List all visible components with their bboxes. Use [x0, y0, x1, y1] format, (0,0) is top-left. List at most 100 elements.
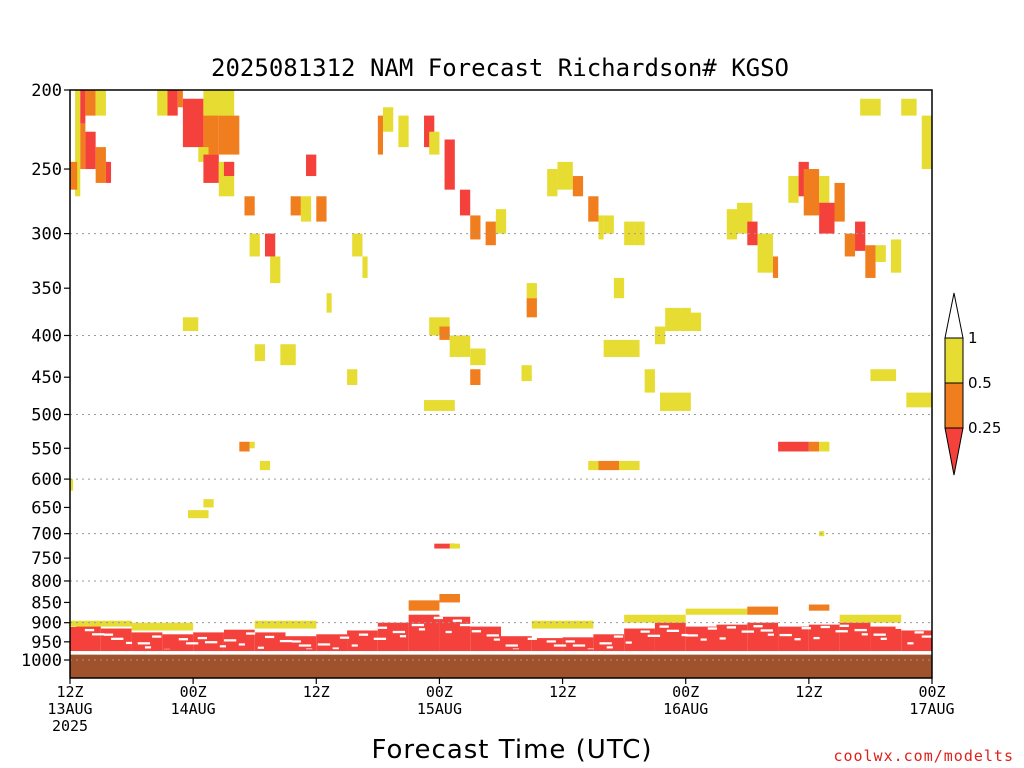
ri-cell: [347, 369, 358, 385]
surface-cell-gap: [418, 628, 426, 631]
ri-cell: [398, 115, 409, 148]
surface-cell-gap: [813, 636, 820, 640]
ri-cell: [80, 90, 86, 124]
ri-cell: [218, 115, 240, 155]
surface-cell-yellow: [254, 620, 317, 629]
x-tick-label: 00Z: [672, 683, 699, 701]
ri-cell: [290, 196, 301, 216]
surface-cell-gap: [553, 644, 567, 647]
ri-cell: [572, 176, 584, 197]
data-cells: [70, 90, 935, 652]
surface-cell-gap: [144, 646, 152, 649]
ri-cell: [259, 460, 271, 471]
surface-cell-gap: [707, 627, 718, 630]
ri-cell: [526, 283, 537, 299]
surface-cell-gap: [921, 635, 935, 638]
ri-cell: [675, 312, 702, 332]
surface-cell-orange: [439, 594, 460, 603]
x-tick-label: 12Z: [303, 683, 330, 701]
ri-cell: [352, 233, 363, 257]
ri-cell: [808, 441, 820, 452]
surface-cell-gap: [880, 637, 887, 640]
surface-cell-gap: [185, 642, 199, 645]
ri-cell: [70, 161, 78, 190]
surface-cell-gap: [279, 639, 293, 643]
surface-cell-gap: [779, 633, 792, 637]
x-tick-label: 13AUG: [47, 700, 92, 718]
surface-cell-gap: [835, 630, 848, 633]
surface-cell-gap: [399, 635, 407, 638]
ri-cell: [254, 344, 265, 362]
surface-cell-gap: [377, 626, 388, 629]
ri-cell: [772, 256, 779, 278]
surface-cell-gap: [197, 636, 207, 640]
surface-cell-gap: [103, 633, 114, 636]
ri-cell: [188, 510, 209, 519]
ri-cell: [85, 131, 96, 170]
ri-cell: [264, 233, 276, 257]
ri-cell: [875, 245, 886, 262]
surface-cell-gap: [794, 638, 801, 641]
colorbar-bottom-triangle: [944, 427, 964, 476]
ri-cell: [634, 221, 645, 246]
surface-cell-gap: [647, 634, 661, 637]
ri-cell: [167, 90, 178, 116]
surface-cell-gap: [565, 640, 575, 643]
plot-frame: [69, 89, 933, 679]
ri-cell: [203, 499, 214, 508]
y-tick-label: 350: [31, 279, 62, 299]
y-tick-label: 550: [31, 439, 62, 459]
ri-cell: [870, 369, 897, 382]
ri-cell: [306, 154, 317, 177]
ri-cell: [182, 317, 199, 332]
ri-cell: [300, 196, 312, 222]
surface-cell-red: [501, 636, 532, 652]
ri-cell: [424, 400, 455, 411]
surface-cell-gap: [873, 633, 886, 636]
surface-cell-yellow: [70, 620, 132, 627]
surface-cell-gap: [753, 625, 763, 628]
ri-cell: [726, 209, 738, 240]
ri-cell: [803, 169, 820, 216]
ri-cell: [439, 326, 450, 340]
surface-cell-gap: [719, 637, 726, 640]
surface-cell-orange: [747, 606, 779, 615]
surface-cell-gap: [445, 630, 452, 634]
colorbar-label: 1: [968, 329, 978, 347]
surface-cell-gap: [505, 644, 518, 647]
ri-cell: [362, 256, 368, 278]
ri-cell: [860, 98, 881, 116]
y-tick-label: 650: [31, 498, 62, 518]
ri-cell: [603, 215, 614, 234]
y-tick-label: 700: [31, 525, 62, 545]
surface-cell-gap: [178, 638, 189, 641]
ri-cell: [239, 441, 250, 452]
ri-cell: [424, 115, 435, 148]
surface-cell-gap: [111, 637, 124, 640]
ri-cell: [95, 90, 106, 116]
ri-cell: [901, 98, 917, 116]
y-tick-label: 500: [31, 406, 62, 426]
surface-cell-gap: [613, 635, 624, 638]
x-tick-label: 00Z: [180, 683, 207, 701]
y-tick-label: 850: [31, 593, 62, 613]
surface-cell-gap: [493, 638, 500, 641]
surface-cell-gap: [125, 641, 133, 645]
surface-cell-gap: [625, 641, 632, 644]
y-tick-label: 900: [31, 614, 62, 634]
ground-band: [70, 654, 932, 678]
surface-cell-gap: [801, 626, 811, 630]
x-tick-label: 00Z: [426, 683, 453, 701]
surface-cell-gap: [861, 633, 868, 636]
ri-cell: [80, 123, 86, 170]
ri-cell: [203, 107, 219, 155]
chart-title: 2025081312 NAM Forecast Richardson# KGSO: [211, 54, 789, 82]
ri-cell: [834, 182, 845, 222]
ri-cell: [270, 256, 281, 284]
surface-cell-gap: [914, 631, 924, 634]
surface-cell-gap: [332, 647, 339, 650]
surface-cell-gap: [820, 625, 830, 629]
surface-cell-gap: [92, 633, 105, 636]
ri-cell: [326, 293, 332, 313]
